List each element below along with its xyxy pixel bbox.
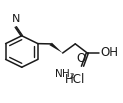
Text: HCl: HCl: [65, 73, 85, 85]
Text: NH$_2$: NH$_2$: [54, 67, 75, 81]
Text: N: N: [12, 14, 21, 24]
Text: OH: OH: [100, 46, 118, 59]
Text: O: O: [77, 52, 86, 65]
Polygon shape: [49, 43, 63, 53]
